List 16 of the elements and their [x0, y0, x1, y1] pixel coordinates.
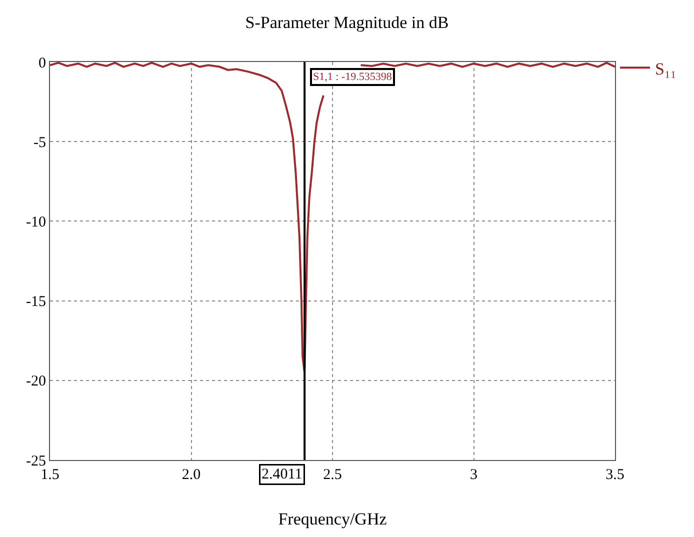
- y-tick-label: -5: [34, 134, 46, 151]
- y-tick-label: -25: [26, 453, 46, 470]
- x-tick-label: 1.5: [40, 467, 60, 483]
- y-tick-label: 0: [38, 55, 46, 72]
- annotation: S1,1 : -19.535398: [313, 71, 392, 83]
- legend-label: S₁₁: [655, 59, 676, 78]
- y-tick-label: -20: [26, 374, 46, 390]
- x-tick-label: 2.5: [323, 467, 342, 483]
- chart-title: S-Parameter Magnitude in dB: [245, 13, 449, 32]
- y-tick-label: -15: [26, 294, 46, 310]
- ref-line-label: 2.4011: [262, 466, 302, 482]
- x-tick-label: 2.0: [182, 467, 201, 483]
- y-tick-label: -10: [26, 214, 46, 230]
- x-tick-label: 3: [470, 467, 478, 483]
- x-axis-title: Frequency/GHz: [278, 509, 388, 528]
- x-tick-label: 3.5: [606, 467, 624, 483]
